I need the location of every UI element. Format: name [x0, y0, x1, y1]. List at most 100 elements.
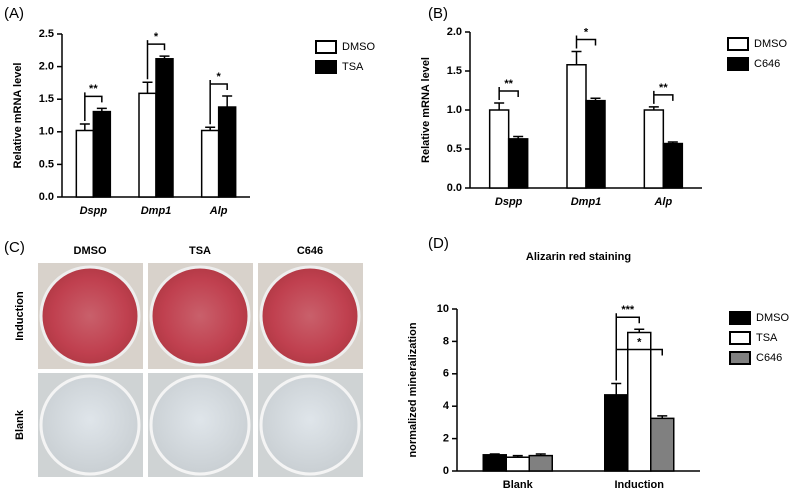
panel-label: (A)	[4, 5, 24, 22]
column-label: C646	[297, 245, 323, 257]
panel-label: (B)	[428, 5, 448, 22]
x-tick-label: Blank	[503, 479, 534, 490]
bar	[217, 106, 237, 198]
photo-grid	[38, 263, 363, 477]
legend-swatch	[729, 351, 751, 365]
significance-label: *	[154, 31, 159, 43]
bar	[488, 109, 510, 189]
well	[259, 374, 361, 476]
bar	[92, 110, 112, 198]
y-tick-label: 8	[443, 335, 449, 347]
y-tick-label: 2.5	[39, 28, 54, 40]
panel-label: (C)	[4, 239, 25, 256]
y-axis-label: normalized mineralization	[407, 322, 419, 457]
legend-swatch	[315, 60, 337, 74]
error-bar	[657, 415, 668, 419]
legend-swatch	[729, 311, 751, 325]
legend-label: DMSO	[756, 312, 789, 324]
y-tick-label: 0.0	[39, 191, 54, 203]
y-tick-label: 0.5	[39, 158, 54, 170]
error-bar	[142, 81, 153, 94]
bar	[643, 109, 665, 189]
bar	[505, 456, 530, 472]
error-bar	[667, 141, 678, 144]
y-tick-label: 6	[443, 368, 449, 380]
bar	[75, 129, 95, 198]
bar	[138, 92, 157, 198]
y-axis-label: Relative mRNA level	[420, 57, 432, 163]
well	[149, 265, 251, 367]
legend-swatch	[727, 37, 749, 51]
y-tick-label: 1.5	[39, 93, 54, 105]
bar	[585, 99, 606, 189]
x-tick-label: Alp	[209, 205, 228, 217]
error-bar	[79, 123, 90, 131]
error-bar	[590, 97, 601, 101]
significance-label: *	[584, 26, 589, 38]
bar	[627, 331, 652, 472]
well	[259, 265, 361, 367]
significance-bracket	[653, 90, 674, 104]
significance-label: **	[89, 83, 98, 95]
error-bar	[634, 328, 645, 333]
significance-bracket	[209, 79, 228, 125]
y-tick-label: 2.0	[447, 26, 462, 38]
legend-swatch	[729, 331, 751, 345]
bar	[200, 129, 220, 198]
y-tick-label: 1.0	[447, 104, 462, 116]
x-tick-label: Alp	[653, 196, 672, 208]
significance-bracket	[575, 35, 597, 49]
significance-bracket	[84, 92, 103, 121]
x-tick-label: Induction	[615, 479, 665, 490]
significance-label: **	[504, 78, 513, 90]
legend-swatch	[315, 40, 337, 54]
significance-bracket	[615, 345, 663, 381]
error-bar	[205, 126, 216, 131]
y-tick-label: 2	[443, 433, 449, 445]
bar	[507, 138, 529, 189]
significance-bracket	[498, 86, 519, 100]
legend-label: DMSO	[754, 38, 787, 50]
error-bar	[513, 135, 524, 139]
column-label: DMSO	[74, 245, 107, 257]
bar	[528, 454, 553, 472]
y-axis-label: Relative mRNA level	[12, 63, 24, 169]
error-bar	[571, 50, 582, 65]
bar	[650, 417, 675, 472]
y-tick-label: 4	[443, 400, 450, 412]
error-bar	[96, 107, 107, 112]
significance-bracket	[146, 40, 166, 80]
y-tick-label: 0.0	[447, 182, 462, 194]
x-tick-label: Dspp	[495, 196, 523, 208]
error-bar	[494, 102, 505, 110]
well	[39, 374, 141, 476]
x-tick-label: Dspp	[80, 205, 108, 217]
well	[39, 265, 141, 367]
y-tick-label: 0.5	[447, 143, 462, 155]
bar	[155, 58, 174, 198]
chart-title: Alizarin red staining	[526, 251, 631, 263]
y-tick-label: 10	[437, 303, 449, 315]
y-tick-label: 1.5	[447, 65, 462, 77]
row-label: Induction	[14, 291, 26, 341]
bar	[662, 142, 684, 189]
significance-label: *	[217, 71, 222, 83]
row-label: Blank	[14, 409, 26, 440]
error-bar	[222, 95, 233, 108]
error-bar	[611, 382, 622, 395]
legend-swatch	[727, 57, 749, 71]
significance-label: *	[637, 336, 642, 348]
error-bar	[648, 106, 659, 110]
x-tick-label: Dmp1	[141, 205, 172, 217]
error-bar	[535, 453, 546, 456]
error-bar	[159, 55, 170, 59]
significance-label: **	[659, 82, 668, 94]
panel-label: (D)	[428, 235, 449, 252]
legend-label: C646	[754, 58, 780, 70]
y-tick-label: 2.0	[39, 61, 54, 73]
bar	[482, 454, 507, 472]
significance-label: ***	[621, 304, 635, 316]
bar	[604, 394, 629, 472]
y-tick-label: 0	[443, 465, 449, 477]
y-tick-label: 1.0	[39, 126, 54, 138]
